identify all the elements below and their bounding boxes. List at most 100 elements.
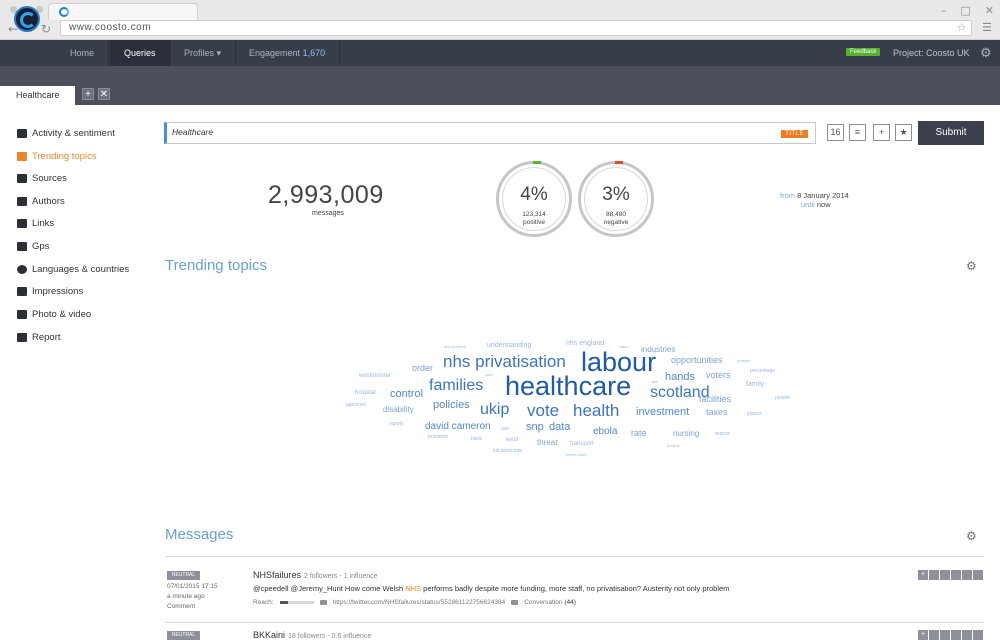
sentiment-badge[interactable]: NEUTRAL <box>167 571 200 580</box>
message-author[interactable]: NHSfailures <box>253 570 302 580</box>
cloud-word[interactable]: data <box>549 421 571 433</box>
cloud-word[interactable]: facilities <box>699 394 732 404</box>
cloud-word[interactable]: order <box>412 363 434 373</box>
cloud-word[interactable]: value <box>619 344 629 349</box>
maximize-dot-icon[interactable] <box>36 6 43 13</box>
cloud-word[interactable]: nhs workers <box>444 344 466 349</box>
calendar-icon[interactable]: 16 <box>827 124 844 141</box>
mail-icon[interactable] <box>940 570 950 580</box>
gear-icon[interactable]: ⚙ <box>980 45 992 60</box>
cloud-word[interactable]: nursing <box>673 429 700 438</box>
cloud-word[interactable]: taxes <box>706 407 728 417</box>
favorite-star-icon[interactable]: ★ <box>895 124 912 141</box>
cloud-word[interactable]: present <box>737 358 751 363</box>
cloud-word[interactable]: families <box>429 377 484 394</box>
sidebar-item-links[interactable]: Links <box>17 215 54 231</box>
mail-icon[interactable] <box>940 630 950 640</box>
note-icon[interactable] <box>973 570 983 580</box>
cloud-word[interactable]: healthcare <box>505 371 632 401</box>
date-range[interactable]: from 8 January 2014 until now <box>780 191 849 209</box>
cloud-word[interactable]: usa <box>501 426 510 432</box>
note-icon[interactable] <box>973 630 983 640</box>
cloud-word[interactable]: cash <box>485 372 494 377</box>
window-close-icon[interactable]: ✕ <box>984 4 994 17</box>
plus-icon[interactable]: + <box>918 630 928 640</box>
cloud-word[interactable]: supply <box>389 421 404 427</box>
back-icon[interactable]: ← <box>8 22 19 36</box>
cloud-word[interactable]: policies <box>433 399 470 411</box>
nav-queries[interactable]: Queries <box>110 40 171 66</box>
cloud-word[interactable]: west <box>506 437 519 443</box>
sentiment-badge[interactable]: NEUTRAL <box>167 631 200 640</box>
window-maximize-icon[interactable]: □ <box>960 4 971 17</box>
cloud-word[interactable]: transport <box>570 441 594 447</box>
cloud-word[interactable]: control <box>390 388 424 400</box>
cloud-word[interactable]: ukip <box>480 401 510 418</box>
bookmark-star-icon[interactable]: ☆ <box>956 22 967 34</box>
circle-icon[interactable] <box>962 570 972 580</box>
query-search-input[interactable]: Healthcare TITLE <box>164 122 816 144</box>
cloud-word[interactable]: scotland <box>650 384 710 401</box>
cloud-word[interactable]: agencies <box>346 402 367 408</box>
cloud-word[interactable]: project <box>667 443 680 448</box>
reload-icon[interactable]: ↻ <box>41 22 52 36</box>
cloud-word[interactable]: rate <box>631 428 647 438</box>
project-selector[interactable]: Project: Coosto UK <box>893 48 970 58</box>
close-dot-icon[interactable] <box>10 6 17 13</box>
cloud-word[interactable]: aid <box>652 379 658 384</box>
cloud-word[interactable]: snp <box>526 421 544 433</box>
sidebar-item-trending[interactable]: Trending topics <box>17 148 97 164</box>
cloud-word[interactable]: threat <box>537 438 558 447</box>
cloud-word[interactable]: nhs england <box>566 340 605 347</box>
message-author[interactable]: BKKaini <box>253 630 286 640</box>
user-icon[interactable] <box>929 570 939 580</box>
cloud-word[interactable]: hospital <box>355 390 376 396</box>
cloud-word[interactable]: family <box>746 381 765 388</box>
tag-icon[interactable] <box>951 630 961 640</box>
window-minimize-icon[interactable]: – <box>940 4 947 17</box>
cloud-word[interactable]: provision <box>428 434 449 440</box>
cloud-word[interactable]: nhs privatisation <box>443 352 566 371</box>
cloud-word[interactable]: westminster <box>359 373 392 379</box>
cloud-word[interactable]: david cameron <box>425 421 491 432</box>
cloud-word[interactable]: understanding <box>487 342 532 349</box>
browser-menu-icon[interactable]: ☰ <box>982 22 992 34</box>
cloud-word[interactable]: hands <box>665 371 695 383</box>
cloud-word[interactable]: ebola <box>593 426 618 437</box>
address-bar[interactable]: www.coosto.com ☆ <box>60 20 972 36</box>
cloud-word[interactable]: reason <box>715 431 731 437</box>
close-tab-icon[interactable]: ✕ <box>98 88 110 100</box>
sidebar-item-impressions[interactable]: Impressions <box>17 283 83 299</box>
cloud-word[interactable]: investment <box>636 406 690 418</box>
filter-icon[interactable]: ≡ <box>849 124 866 141</box>
message-link[interactable]: https://twitter.com/NHSfailures/status/5… <box>332 599 506 606</box>
cloud-word[interactable]: voters <box>706 370 731 380</box>
conversation-link[interactable]: Conversation (44) <box>524 599 576 606</box>
add-tab-icon[interactable]: + <box>82 88 94 100</box>
sidebar-item-photo-video[interactable]: Photo & video <box>17 306 91 322</box>
messages-settings-gear-icon[interactable]: ⚙ <box>966 529 977 543</box>
sidebar-item-languages[interactable]: Languages & countries <box>17 261 129 277</box>
coosto-logo[interactable] <box>14 6 40 32</box>
add-icon[interactable]: + <box>873 124 890 141</box>
tab-healthcare[interactable]: Healthcare <box>0 86 75 105</box>
user-icon[interactable] <box>929 630 939 640</box>
sidebar-item-gps[interactable]: Gps <box>17 238 49 254</box>
cloud-word[interactable]: vote <box>527 401 560 420</box>
browser-tab[interactable] <box>48 3 198 20</box>
trending-settings-gear-icon[interactable]: ⚙ <box>966 259 977 273</box>
cloud-word[interactable]: percentage <box>750 368 776 374</box>
cloud-word[interactable]: referendum <box>566 452 587 457</box>
nav-engagement[interactable]: Engagement 1,670 <box>235 40 341 66</box>
plus-icon[interactable]: + <box>918 570 928 580</box>
cloud-word[interactable]: infrastructure <box>493 448 523 454</box>
sidebar-item-sources[interactable]: Sources <box>17 170 67 186</box>
nav-home[interactable]: Home <box>56 40 110 66</box>
cloud-word[interactable]: opportunities <box>671 355 723 365</box>
cloud-word[interactable]: places <box>747 411 762 417</box>
sidebar-item-activity[interactable]: Activity & sentiment <box>17 125 115 141</box>
sidebar-item-authors[interactable]: Authors <box>17 193 65 209</box>
cloud-word[interactable]: labour <box>581 347 657 377</box>
sidebar-item-report[interactable]: Report <box>17 329 61 345</box>
tag-icon[interactable] <box>951 570 961 580</box>
